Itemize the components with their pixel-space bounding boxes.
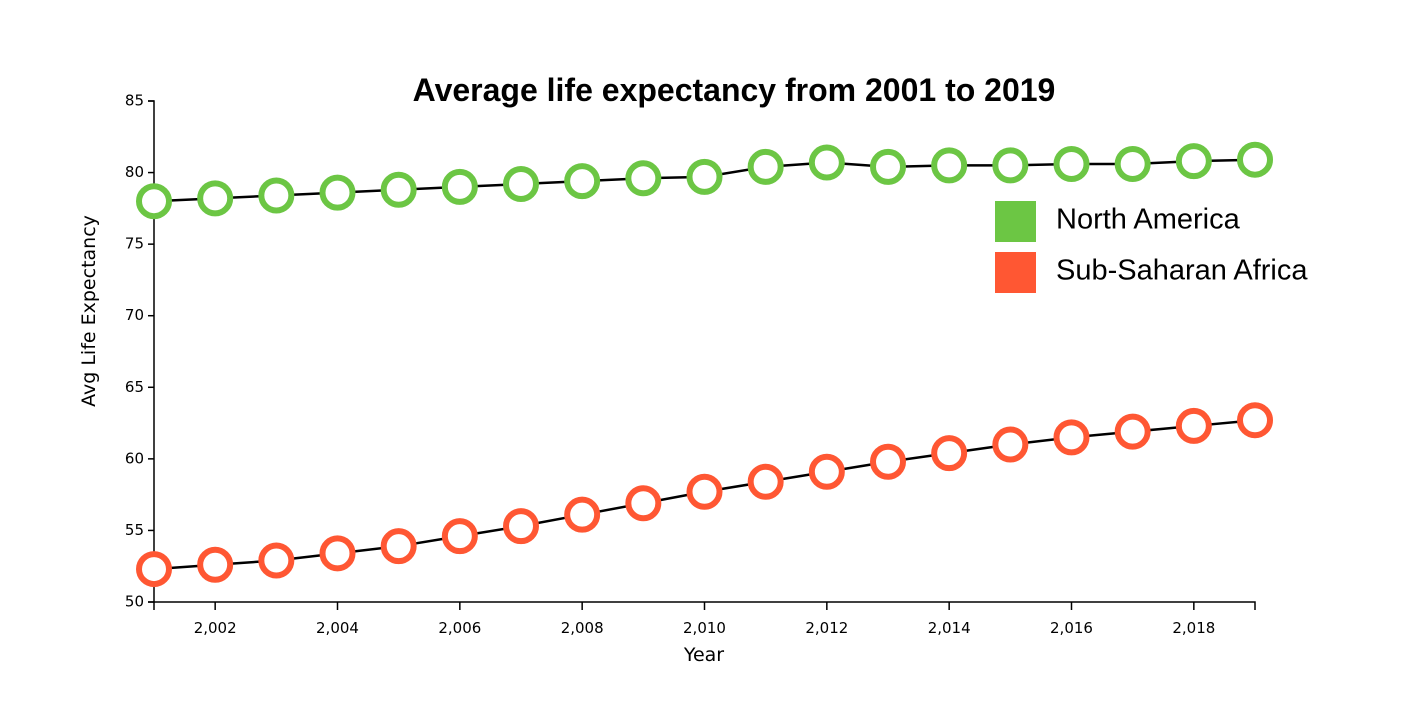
data-point-north-america (1175, 143, 1212, 180)
y-axis: 50 55 60 65 70 75 80 85 (125, 92, 155, 611)
data-point-sub-saharan-africa (625, 485, 662, 522)
data-point-north-america (441, 168, 478, 205)
x-tick-label: 2,016 (1050, 619, 1093, 637)
data-point-north-america (747, 148, 784, 185)
data-point-north-america (1237, 141, 1273, 178)
data-point-sub-saharan-africa (808, 453, 845, 490)
data-point-north-america (1114, 145, 1151, 182)
data-point-sub-saharan-africa (1053, 419, 1090, 456)
x-tick-label: 2,006 (438, 619, 481, 637)
data-point-sub-saharan-africa (503, 508, 539, 545)
data-point-sub-saharan-africa (686, 473, 723, 510)
data-point-north-america (686, 158, 723, 195)
y-axis-title: Avg Life Expectancy (78, 215, 100, 407)
y-tick-label: 80 (125, 163, 144, 181)
data-point-sub-saharan-africa (747, 463, 784, 500)
data-point-north-america (380, 171, 417, 208)
legend-label-sub-saharan-africa: Sub-Saharan Africa (1056, 255, 1308, 287)
y-axis-line (148, 100, 155, 603)
data-point-sub-saharan-africa (1114, 413, 1151, 450)
data-point-north-america (319, 174, 356, 211)
data-point-north-america (992, 147, 1029, 184)
data-point-sub-saharan-africa (136, 551, 172, 588)
x-tick-label: 2,018 (1172, 619, 1215, 637)
data-point-sub-saharan-africa (197, 546, 234, 583)
data-point-north-america (625, 160, 662, 197)
data-point-north-america (931, 147, 968, 184)
data-point-sub-saharan-africa (931, 435, 968, 472)
data-point-north-america (808, 144, 845, 181)
x-tick-label: 2,010 (683, 619, 726, 637)
series-layer (136, 141, 1273, 588)
data-point-sub-saharan-africa (1237, 402, 1273, 439)
data-point-north-america (197, 180, 234, 217)
x-tick-label: 2,012 (805, 619, 848, 637)
data-point-sub-saharan-africa (564, 496, 601, 533)
y-tick-label: 65 (125, 378, 144, 396)
data-point-north-america (870, 148, 906, 185)
data-point-north-america (1053, 145, 1090, 182)
legend-label-north-america: North America (1056, 204, 1241, 236)
legend-swatch-north-america (995, 201, 1036, 242)
y-tick-label: 55 (125, 521, 144, 539)
x-axis-title: Year (683, 644, 724, 666)
x-tick-label: 2,002 (194, 619, 237, 637)
x-axis: 2,002 2,004 2,006 2,008 2,010 2,012 2,014 2,016… (153, 601, 1256, 637)
x-tick-label: 2,004 (316, 619, 359, 637)
data-point-sub-saharan-africa (319, 535, 356, 572)
y-tick-label: 50 (125, 593, 144, 611)
data-point-sub-saharan-africa (870, 443, 906, 480)
data-point-north-america (564, 163, 601, 200)
data-point-sub-saharan-africa (258, 542, 295, 579)
x-tick-label: 2,014 (928, 619, 971, 637)
y-tick-label: 75 (125, 235, 144, 253)
data-point-sub-saharan-africa (380, 528, 417, 565)
y-tick-label: 60 (125, 449, 144, 467)
x-tick-label: 2,008 (561, 619, 604, 637)
data-point-north-america (258, 177, 295, 214)
legend-swatch-sub-saharan-africa (995, 252, 1036, 293)
data-point-north-america (136, 183, 172, 220)
data-point-sub-saharan-africa (1175, 407, 1212, 444)
data-point-sub-saharan-africa (441, 518, 478, 555)
y-tick-label: 85 (125, 92, 144, 110)
data-point-sub-saharan-africa (992, 426, 1029, 463)
y-tick-label: 70 (125, 306, 144, 324)
chart-title: Average life expectancy from 2001 to 201… (413, 72, 1056, 108)
legend: North America Sub-Saharan Africa (995, 201, 1308, 293)
data-point-north-america (503, 166, 539, 203)
